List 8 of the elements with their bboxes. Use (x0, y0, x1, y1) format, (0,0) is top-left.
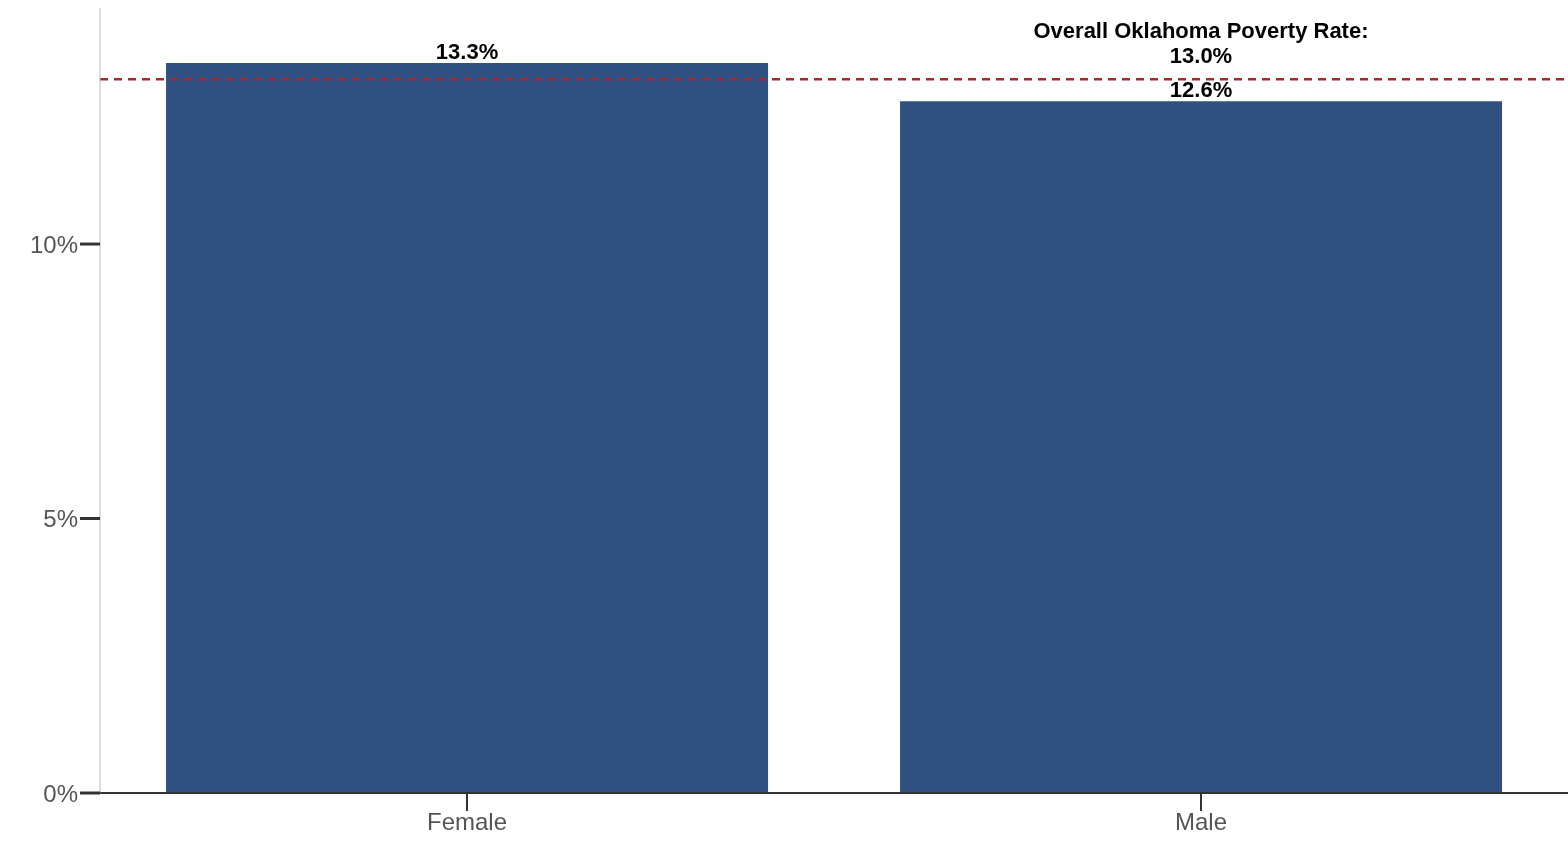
y-tick-label: 0% (43, 779, 78, 807)
y-tick-label: 5% (43, 505, 78, 533)
ref-line-label: Overall Oklahoma Poverty Rate: 13.0% (1033, 18, 1369, 69)
y-tick-label: 10% (29, 230, 78, 258)
data-label: 13.3% (435, 38, 499, 64)
x-tick-label: Female (426, 808, 508, 836)
data-label: 12.6% (1169, 77, 1233, 103)
x-tick-label: Male (1174, 808, 1228, 836)
